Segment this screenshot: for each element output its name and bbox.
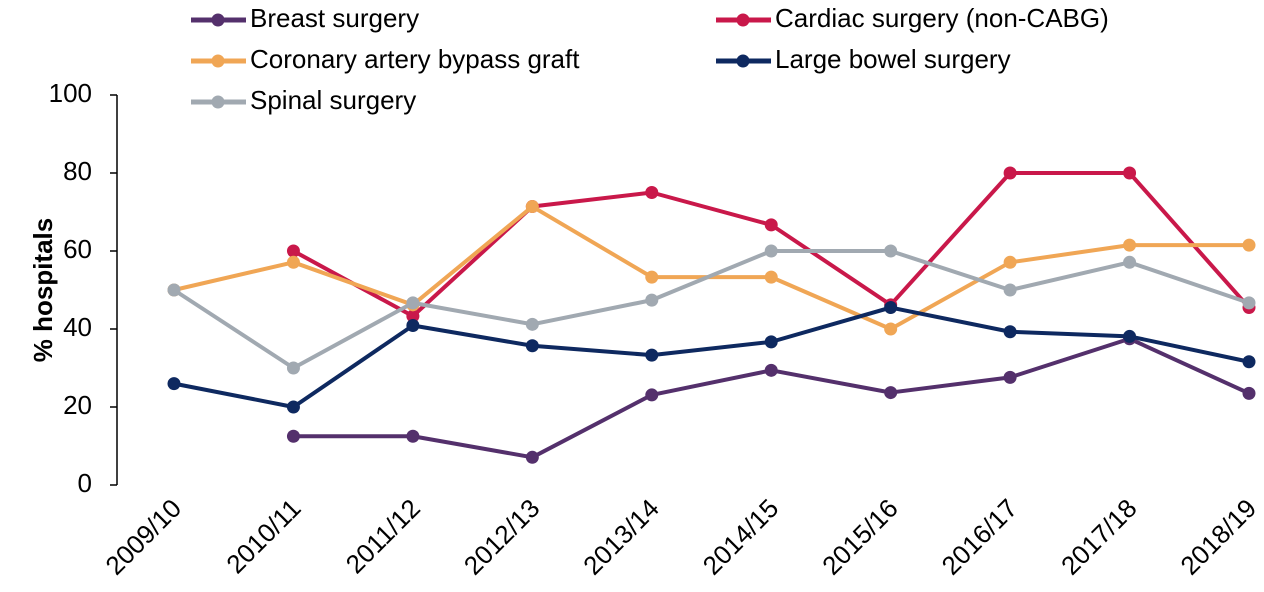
x-tick-label: 2011/12 — [340, 493, 426, 579]
data-point — [406, 309, 420, 323]
legend-label: Spinal surgery — [250, 85, 416, 115]
x-tick-label: 2013/14 — [577, 493, 665, 581]
data-point — [1123, 238, 1137, 252]
data-point — [525, 317, 539, 331]
data-point — [406, 296, 420, 310]
legend-label: Large bowel surgery — [775, 44, 1011, 74]
data-point — [1242, 296, 1256, 310]
x-tick-label: 2014/15 — [697, 493, 785, 581]
x-tick-label: 2015/16 — [816, 493, 904, 581]
data-point — [525, 339, 539, 353]
x-tick-label: 2018/19 — [1174, 493, 1262, 581]
data-point — [764, 335, 778, 349]
data-point — [286, 255, 300, 269]
data-point — [1242, 386, 1256, 400]
data-point — [1242, 355, 1256, 369]
legend-marker — [211, 95, 225, 109]
x-tick-label: 2009/10 — [99, 493, 187, 581]
data-point — [167, 283, 181, 297]
y-tick-label: 80 — [63, 156, 92, 186]
data-point — [645, 186, 659, 199]
series-line — [293, 336, 1250, 460]
data-point — [406, 318, 420, 332]
legend-marker — [736, 13, 750, 27]
data-point — [764, 218, 778, 232]
legend-marker — [211, 13, 225, 27]
legend-label: Breast surgery — [250, 3, 419, 33]
data-point — [645, 270, 659, 284]
data-point — [1003, 370, 1017, 384]
legend-label: Cardiac surgery (non-CABG) — [775, 3, 1109, 33]
data-point — [1003, 283, 1017, 297]
x-tick-label: 2012/13 — [458, 493, 546, 581]
series-line — [173, 305, 1250, 409]
y-tick-label: 60 — [63, 234, 92, 264]
data-point — [286, 429, 300, 443]
x-tick-label: 2017/18 — [1055, 493, 1143, 581]
data-point — [1003, 325, 1017, 339]
data-point — [1123, 255, 1137, 269]
data-point — [884, 244, 898, 258]
data-point — [884, 301, 898, 315]
y-axis-label: % hospitals — [28, 218, 58, 362]
series-line — [173, 204, 1249, 331]
data-point — [884, 386, 898, 400]
data-point — [525, 450, 539, 464]
legend-marker — [211, 54, 225, 68]
data-point — [645, 388, 659, 402]
series-line — [172, 249, 1250, 370]
data-point — [286, 361, 300, 375]
data-point — [1123, 329, 1137, 343]
data-point — [286, 400, 300, 414]
data-point — [645, 348, 659, 362]
data-point — [406, 429, 420, 443]
data-point — [764, 363, 778, 377]
x-tick-label: 2016/17 — [936, 493, 1024, 581]
data-point — [286, 244, 300, 258]
data-point — [764, 270, 778, 284]
data-point — [1123, 166, 1137, 180]
legend-marker — [736, 54, 750, 68]
data-point — [884, 322, 898, 336]
legend-label: Coronary artery bypass graft — [250, 44, 580, 74]
y-tick-label: 0 — [78, 468, 92, 498]
data-point — [525, 200, 539, 214]
y-tick-label: 100 — [49, 78, 92, 108]
y-tick-label: 20 — [63, 390, 92, 420]
data-point — [645, 293, 659, 307]
data-point — [167, 377, 181, 391]
data-point — [1003, 166, 1017, 180]
y-tick-label: 40 — [63, 312, 92, 342]
data-point — [1242, 238, 1256, 252]
data-point — [764, 244, 778, 258]
data-point — [1003, 255, 1017, 269]
x-tick-label: 2010/11 — [220, 493, 306, 579]
